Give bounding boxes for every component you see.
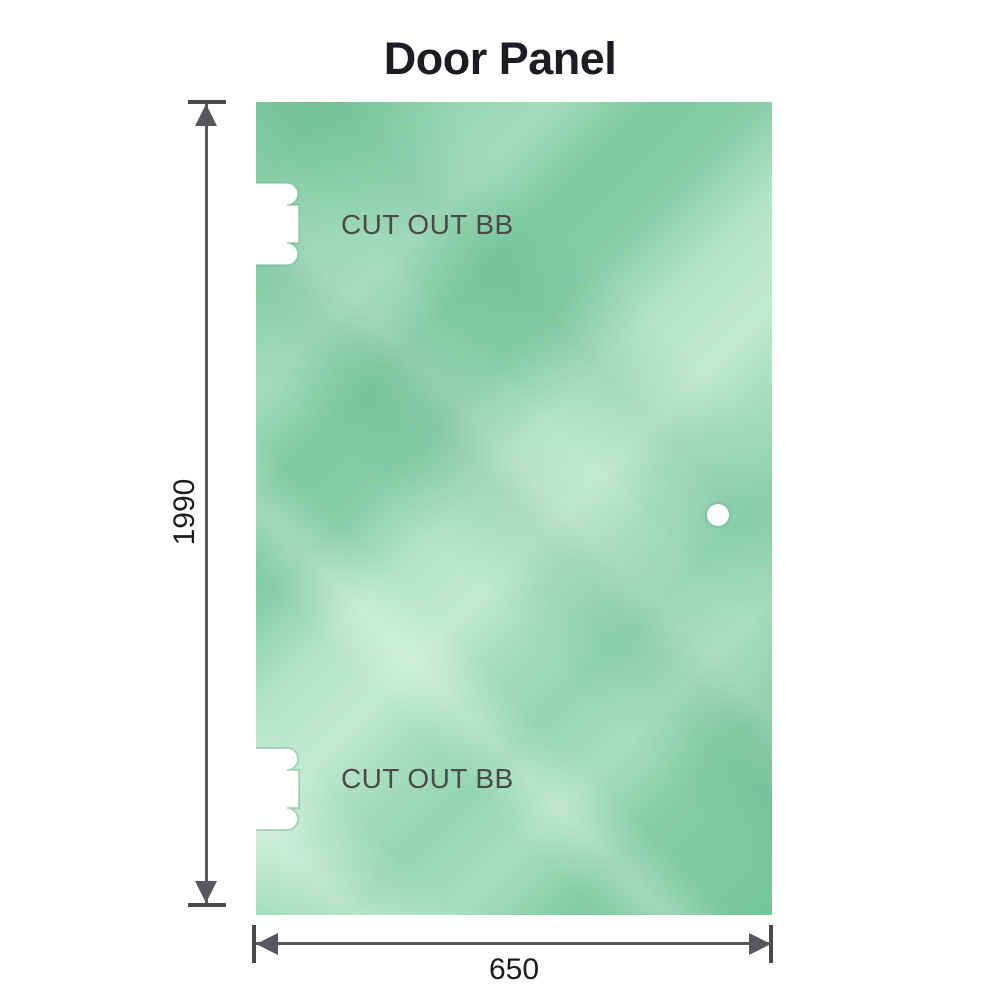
glass-gradient-fill (256, 102, 772, 915)
width-dim-tick-right (769, 925, 773, 963)
height-dim-label: 1990 (168, 478, 201, 546)
cutout-top-label: CUT OUT BB (341, 209, 514, 240)
height-dim-tick-bottom (188, 903, 226, 907)
page-title: Door Panel (383, 33, 617, 84)
height-dim-tick-top (188, 100, 226, 104)
height-dim-arrow-bottom (195, 881, 217, 903)
width-dim-line (256, 942, 771, 945)
cutout-bottom-label: CUT OUT BB (341, 763, 514, 794)
height-dim-arrow-top (195, 104, 217, 126)
cutout-bottom-shape (256, 746, 303, 832)
width-dim-tick-left (252, 925, 256, 963)
handle-hole (707, 504, 729, 526)
cutout-top-shape (256, 181, 303, 267)
width-dim-label: 650 (488, 953, 540, 986)
width-dim-arrow-left (256, 933, 278, 955)
cutout-notch-icon (256, 182, 300, 266)
glass-door-panel (256, 102, 772, 915)
cutout-notch-icon (256, 747, 300, 831)
height-dim-line (205, 104, 208, 903)
width-dim-arrow-right (749, 933, 771, 955)
